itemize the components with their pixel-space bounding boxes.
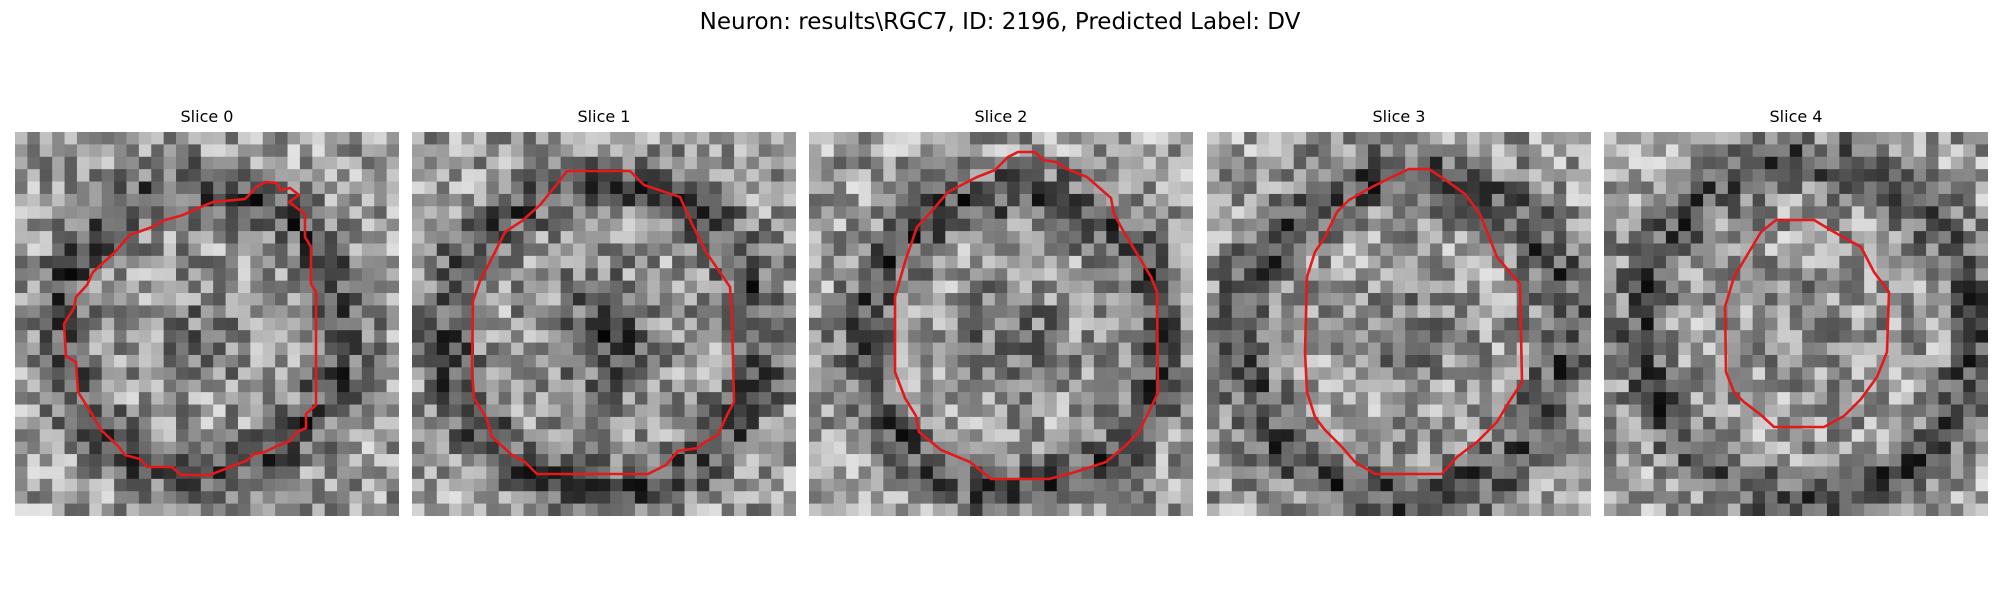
slice-panel-1: Slice 1	[412, 107, 796, 516]
grayscale-noise-4	[1604, 132, 1988, 516]
slice-title-2: Slice 2	[974, 107, 1028, 126]
slice-panel-0: Slice 0	[15, 107, 399, 516]
slice-title-3: Slice 3	[1372, 107, 1426, 126]
contour-1	[470, 169, 736, 476]
contour-0	[62, 180, 318, 477]
slice-image-0	[15, 132, 399, 516]
slice-panel-2: Slice 2	[809, 107, 1193, 516]
slice-image-4	[1604, 132, 1988, 516]
figure-title: Neuron: results\RGC7, ID: 2196, Predicte…	[699, 9, 1301, 35]
slice-panel-4: Slice 4	[1604, 107, 1988, 516]
slice-panel-3: Slice 3	[1207, 107, 1591, 516]
slice-image-2	[809, 132, 1193, 516]
grayscale-noise-0	[15, 132, 399, 516]
slice-image-3	[1207, 132, 1591, 516]
slice-title-0: Slice 0	[180, 107, 234, 126]
grayscale-noise-1	[412, 132, 796, 516]
slice-title-1: Slice 1	[577, 107, 631, 126]
slice-title-4: Slice 4	[1769, 107, 1823, 126]
grayscale-noise-2	[809, 132, 1193, 516]
slice-image-1	[412, 132, 796, 516]
contour-4	[1723, 218, 1891, 429]
grayscale-noise-3	[1207, 132, 1591, 516]
contour-3	[1303, 167, 1524, 476]
contour-2	[893, 150, 1160, 481]
